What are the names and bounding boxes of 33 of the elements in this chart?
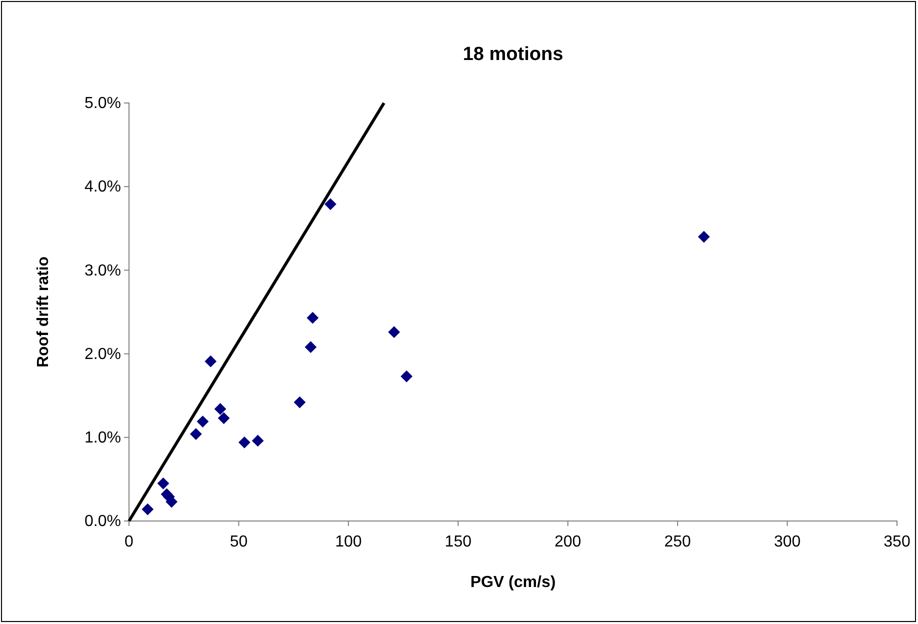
point: [252, 434, 264, 447]
x-tick-label: 200: [554, 534, 582, 551]
y-tick-label: 2.0%: [84, 346, 121, 363]
x-tick-label: 250: [664, 534, 692, 551]
point: [400, 370, 413, 382]
point: [294, 396, 306, 408]
point: [304, 341, 317, 354]
x-tick-label: 350: [884, 534, 910, 551]
point: [388, 326, 400, 338]
y-tick-label: 4.0%: [84, 178, 121, 196]
point: [324, 198, 336, 210]
x-tick-label: 50: [230, 534, 248, 551]
point: [142, 503, 154, 516]
point: [190, 428, 202, 440]
point: [218, 412, 230, 424]
point: [196, 416, 209, 428]
y-axis-title: Roof drift ratio: [35, 256, 52, 368]
point: [238, 436, 250, 448]
y-tick-label: 0.0%: [84, 513, 121, 530]
x-tick-label: 150: [444, 534, 472, 551]
x-tick-label: 100: [335, 534, 362, 551]
x-axis-title: PGV (cm/s): [470, 574, 556, 591]
y-tick-label: 3.0%: [84, 262, 121, 280]
point: [698, 230, 710, 243]
point: [214, 403, 226, 415]
point: [157, 477, 170, 490]
y-tick-label: 5.0%: [84, 95, 121, 112]
x-tick-label: 0: [124, 534, 134, 551]
point: [306, 312, 319, 324]
point: [204, 355, 217, 368]
x-tick-label: 300: [774, 534, 801, 551]
y-tick-label: 1.0%: [84, 430, 121, 447]
chart-title: 18 motions: [462, 44, 564, 65]
